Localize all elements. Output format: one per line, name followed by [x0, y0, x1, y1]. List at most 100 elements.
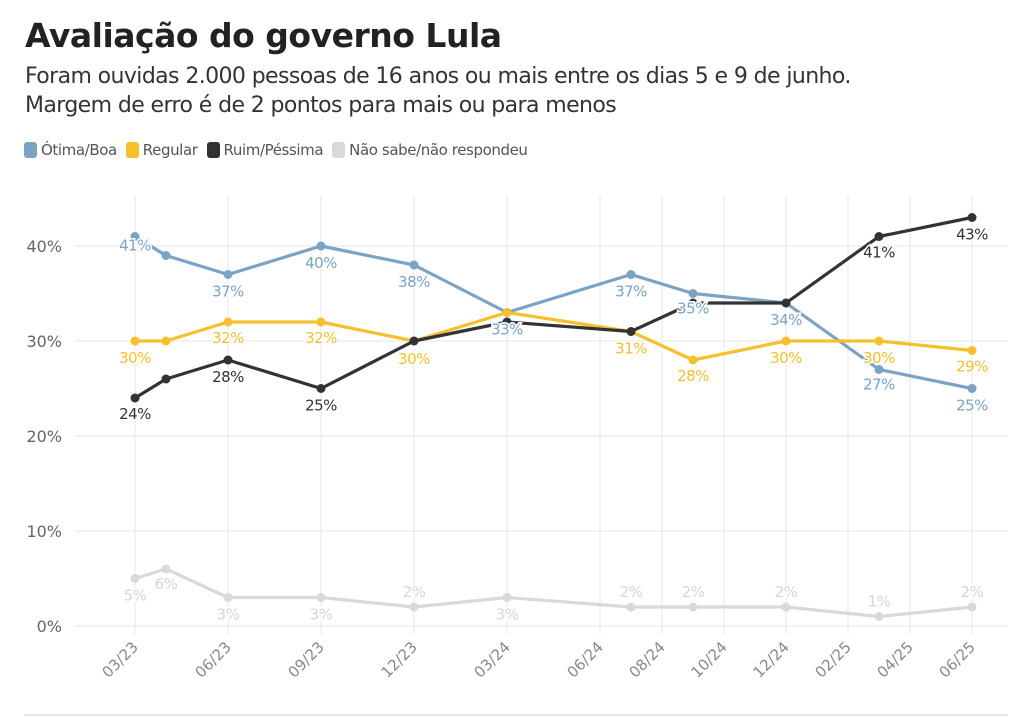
x-tick-label: 10/24 — [688, 638, 731, 681]
data-label: 1% — [868, 593, 891, 611]
data-label: 2% — [403, 583, 426, 601]
y-tick-label: 0% — [37, 617, 62, 636]
data-point — [688, 355, 698, 365]
data-point — [502, 317, 512, 327]
series-line-nao-sabe — [134, 567, 973, 619]
data-point — [409, 336, 419, 346]
data-point — [781, 298, 791, 308]
series-line-ruim-pessima — [134, 215, 973, 400]
data-point — [967, 346, 977, 355]
chart-title: Avaliação do governo Lula — [25, 16, 502, 55]
legend-item-nao-sabe[interactable]: Não sabe/não respondeu — [332, 141, 528, 159]
data-label: 37% — [212, 283, 244, 301]
x-tick-label: 12/24 — [750, 638, 793, 681]
data-label: 3% — [217, 606, 240, 624]
legend-label: Ruim/Péssima — [223, 141, 324, 159]
x-tick-label: 09/23 — [285, 638, 328, 681]
legend-item-ruim-pessima[interactable]: Ruim/Péssima — [206, 141, 324, 159]
x-tick-label: 03/23 — [99, 638, 142, 681]
data-label: 2% — [682, 583, 705, 601]
data-label: 31% — [615, 340, 647, 358]
data-point — [688, 298, 698, 308]
data-label: 28% — [677, 367, 709, 385]
y-tick-label: 20% — [26, 427, 62, 446]
data-point — [316, 593, 326, 602]
data-label: 24% — [119, 405, 151, 423]
data-point — [161, 564, 171, 574]
data-point — [967, 213, 977, 222]
data-point — [502, 308, 512, 317]
data-label: 40% — [305, 254, 337, 272]
data-point — [502, 593, 512, 602]
data-point — [130, 574, 140, 583]
bottom-divider — [24, 714, 1008, 716]
x-tick-label: 04/25 — [874, 638, 917, 681]
data-point — [874, 232, 884, 241]
chart-subtitle: Foram ouvidas 2.000 pessoas de 16 anos o… — [25, 62, 851, 120]
x-tick-label: 06/25 — [936, 638, 979, 681]
data-label: 29% — [956, 358, 988, 376]
data-label: 30% — [863, 349, 895, 367]
data-point — [223, 317, 233, 327]
data-label: 2% — [961, 583, 984, 601]
data-label: 30% — [398, 350, 430, 368]
data-point — [688, 289, 698, 298]
data-point — [967, 602, 977, 612]
y-tick-label: 10% — [26, 522, 62, 541]
subtitle-line-2: Margem de erro é de 2 pontos para mais o… — [25, 93, 617, 118]
legend-swatch-icon — [206, 142, 220, 158]
data-point — [223, 355, 233, 365]
data-label: 30% — [119, 349, 151, 367]
legend-item-regular[interactable]: Regular — [125, 141, 198, 159]
data-label: 3% — [310, 606, 333, 624]
x-tick-label: 06/23 — [192, 638, 235, 681]
data-label: 25% — [305, 397, 337, 415]
data-label: 32% — [212, 329, 244, 347]
data-point — [626, 327, 636, 336]
legend-swatch-icon — [125, 142, 139, 158]
data-label: 27% — [863, 376, 895, 394]
x-tick-label: 02/25 — [812, 638, 855, 681]
data-point — [223, 593, 233, 602]
data-point — [409, 602, 419, 612]
data-label: 5% — [124, 587, 147, 605]
data-label: 34% — [770, 311, 802, 329]
data-label: 41% — [119, 237, 151, 255]
data-point — [316, 317, 326, 327]
data-label: 35% — [677, 300, 709, 318]
x-tick-label: 12/23 — [378, 638, 421, 681]
legend-swatch-icon — [332, 142, 346, 158]
data-point — [781, 336, 791, 346]
data-point — [409, 260, 419, 270]
legend: Ótima/Boa Regular Ruim/Péssima Não sabe/… — [24, 141, 537, 159]
y-tick-label: 40% — [26, 237, 62, 256]
data-point — [874, 612, 884, 621]
data-point — [688, 602, 698, 612]
data-label: 28% — [212, 368, 244, 386]
x-tick-label: 08/24 — [626, 638, 669, 681]
data-point — [161, 374, 171, 384]
x-tick-label: 03/24 — [471, 638, 514, 681]
data-point — [874, 336, 884, 346]
data-label: 37% — [615, 283, 647, 301]
data-label: 38% — [398, 273, 430, 291]
data-point — [874, 365, 884, 374]
data-point — [161, 251, 171, 260]
data-point — [223, 270, 233, 279]
y-tick-label: 30% — [26, 332, 62, 351]
data-label: 6% — [155, 575, 178, 593]
data-label: 32% — [305, 329, 337, 347]
legend-label: Regular — [142, 141, 198, 159]
legend-swatch-icon — [24, 142, 37, 158]
legend-item-otima-boa[interactable]: Ótima/Boa — [24, 141, 117, 159]
data-point — [130, 336, 140, 346]
series-line-regular — [135, 310, 973, 362]
data-point — [626, 602, 636, 612]
data-point — [161, 336, 171, 346]
data-label: 2% — [775, 583, 798, 601]
subtitle-line-1: Foram ouvidas 2.000 pessoas de 16 anos o… — [25, 64, 851, 89]
data-point — [626, 270, 636, 279]
data-point — [316, 384, 326, 393]
data-point — [130, 393, 140, 403]
